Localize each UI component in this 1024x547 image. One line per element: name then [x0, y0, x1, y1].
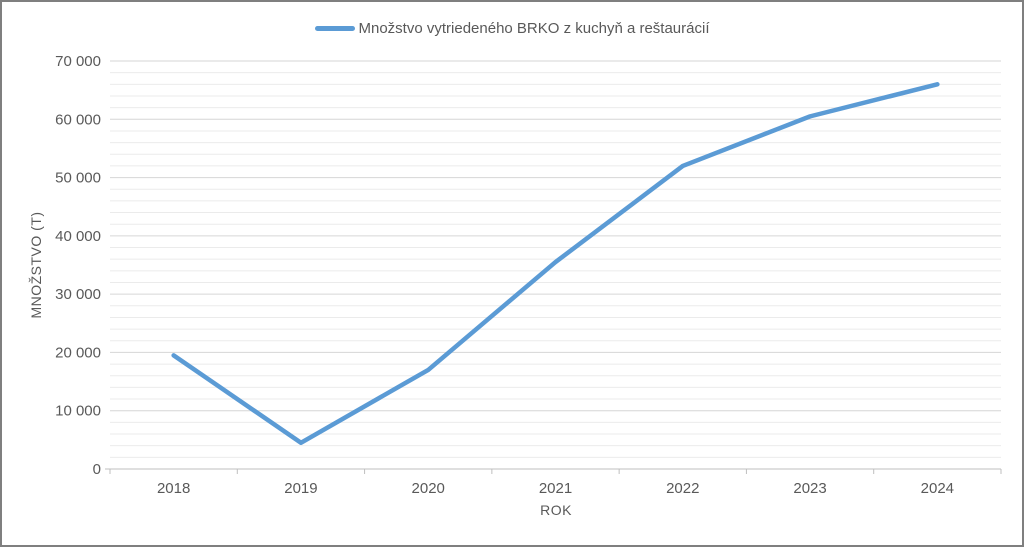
y-tick-label: 0	[93, 461, 101, 478]
y-tick-label: 20 000	[55, 344, 101, 361]
x-tick-label: 2024	[921, 480, 954, 497]
y-tick-label: 50 000	[55, 170, 101, 187]
x-tick-label: 2022	[666, 480, 699, 497]
y-tick-label: 30 000	[55, 286, 101, 303]
legend-line-marker	[314, 26, 355, 31]
legend[interactable]: Množstvo vytriedeného BRKO z kuchyň a re…	[2, 20, 1022, 37]
data-line-series[interactable]	[171, 82, 940, 446]
x-tick-label: 2018	[157, 480, 190, 497]
x-axis-title: ROK	[540, 502, 572, 518]
x-tick-label: 2021	[539, 480, 572, 497]
x-tick-label: 2023	[793, 480, 826, 497]
y-tick-label: 60 000	[55, 111, 101, 128]
y-tick-label: 70 000	[55, 53, 101, 70]
y-tick-label: 40 000	[55, 228, 101, 245]
legend-label: Množstvo vytriedeného BRKO z kuchyň a re…	[358, 20, 710, 37]
x-tick-label: 2019	[284, 480, 317, 497]
x-tick-label: 2020	[412, 480, 445, 497]
y-tick-label: 10 000	[55, 403, 101, 420]
